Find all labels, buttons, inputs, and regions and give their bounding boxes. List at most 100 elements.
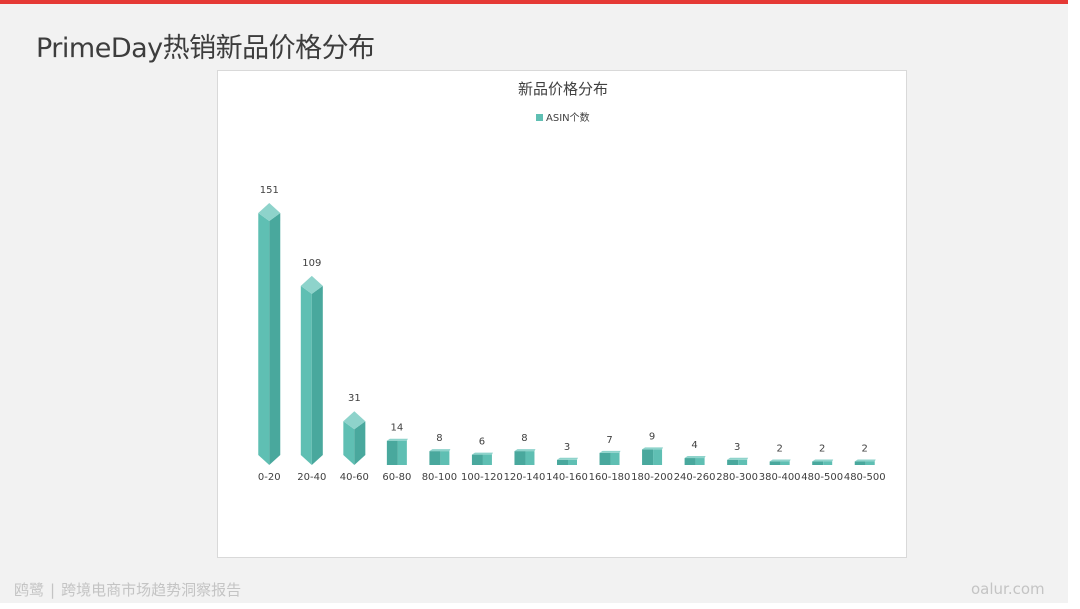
x-tick-label: 240-260 (674, 472, 716, 483)
data-label: 9 (649, 431, 655, 442)
bar-top (343, 411, 366, 430)
bar-3 (386, 438, 408, 465)
x-tick-label: 480-500 (801, 472, 843, 483)
bar-face-left (471, 454, 483, 465)
data-label: 31 (348, 393, 361, 404)
bar-1 (300, 275, 323, 465)
data-label: 2 (862, 444, 868, 455)
data-label: 3 (734, 442, 740, 453)
bar-face-left (343, 421, 355, 465)
footer-brand: 鸥鹭 (14, 581, 45, 599)
x-tick-label: 380-400 (759, 472, 801, 483)
footer-separator: | (50, 581, 56, 599)
bar-face-right (610, 452, 620, 465)
bar-face-left (300, 285, 312, 465)
bar-6 (514, 449, 536, 465)
bar-face-right (653, 449, 663, 465)
bar-top (429, 449, 451, 452)
bar-top (258, 203, 281, 221)
bar-face-left (514, 451, 526, 465)
bar-face-right (269, 213, 281, 465)
bar-0 (258, 203, 281, 465)
legend-swatch (536, 114, 543, 121)
data-label: 6 (479, 437, 485, 448)
x-tick-label: 180-200 (631, 472, 673, 483)
bar-9 (642, 447, 664, 465)
bar-face-left (727, 459, 739, 465)
bar-face-right (482, 454, 492, 465)
bar-face-right (568, 459, 577, 465)
data-label: 4 (691, 440, 697, 451)
bar-face-left (557, 459, 568, 465)
data-label: 8 (436, 433, 442, 444)
bar-face-left (599, 452, 611, 465)
bar-face-left (386, 440, 398, 465)
data-label: 151 (260, 185, 279, 196)
bar-face-left (429, 451, 441, 465)
bar-face-right (780, 461, 790, 465)
bar-7 (557, 457, 578, 465)
bar-face-right (525, 451, 535, 465)
footer-brand-line: 鸥鹭 | 跨境电商市场趋势洞察报告 (14, 579, 241, 600)
bar-face-right (397, 440, 407, 465)
slide: PrimeDay热销新品价格分布 新品价格分布 ASIN个数 151 0-20 10… (0, 0, 1068, 603)
bar-top (642, 447, 664, 450)
bar-top (471, 452, 493, 455)
bar-top (854, 459, 876, 462)
bar-top (769, 459, 791, 462)
bar-8 (599, 450, 621, 465)
footer-site: oalur.com (971, 580, 1045, 598)
x-tick-label: 0-20 (258, 472, 281, 483)
data-label: 14 (390, 423, 403, 434)
bar-face-right (865, 461, 875, 465)
bar-5 (471, 452, 493, 465)
bar-top (727, 457, 749, 460)
bar-top (599, 450, 621, 453)
data-label: 2 (776, 444, 782, 455)
bar-top (386, 438, 408, 441)
bar-face-left (769, 461, 781, 465)
data-label: 109 (302, 258, 321, 269)
chart-legend: ASIN个数 (536, 111, 590, 124)
bar-13 (812, 459, 834, 465)
x-tick-label: 160-180 (589, 472, 631, 483)
x-tick-label: 60-80 (382, 472, 411, 483)
bar-face-right (738, 459, 748, 465)
bar-10 (684, 456, 706, 465)
x-tick-label: 140-160 (546, 472, 588, 483)
bar-face-right (695, 458, 705, 465)
x-tick-label: 20-40 (297, 472, 326, 483)
bar-face-right (440, 451, 450, 465)
bar-face-right (823, 461, 833, 465)
bar-face-left (258, 213, 270, 465)
bar-top (300, 275, 323, 294)
data-label: 7 (606, 435, 612, 446)
bar-face-left (854, 461, 866, 465)
bar-12 (769, 459, 791, 465)
x-tick-label: 480-500 (844, 472, 886, 483)
price-distribution-chart: 新品价格分布 ASIN个数 151 0-20 109 20-40 31 40-60 14 60… (258, 80, 886, 483)
footer-subtitle: 跨境电商市场趋势洞察报告 (61, 581, 242, 599)
bar-face-left (684, 458, 696, 465)
bar-top (557, 457, 578, 460)
bar-face-left (642, 449, 654, 465)
data-label: 8 (521, 433, 527, 444)
bar-top (514, 449, 536, 452)
x-tick-label: 40-60 (340, 472, 369, 483)
bar-11 (727, 457, 749, 465)
data-label: 2 (819, 444, 825, 455)
chart-title: 新品价格分布 (518, 80, 608, 98)
bar-top (684, 456, 706, 459)
x-tick-label: 100-120 (461, 472, 503, 483)
x-tick-label: 120-140 (504, 472, 546, 483)
bar-face-left (812, 461, 824, 465)
x-tick-label: 80-100 (422, 472, 457, 483)
chart-container: 新品价格分布 ASIN个数 151 0-20 109 20-40 31 40-60 14 60… (217, 70, 907, 558)
x-tick-label: 280-300 (716, 472, 758, 483)
bar-top (812, 459, 834, 462)
legend-label: ASIN个数 (546, 111, 590, 124)
bar-2 (343, 411, 366, 465)
bar-14 (854, 459, 876, 465)
slide-title: PrimeDay热销新品价格分布 (36, 33, 375, 64)
bar-face-right (354, 421, 366, 465)
